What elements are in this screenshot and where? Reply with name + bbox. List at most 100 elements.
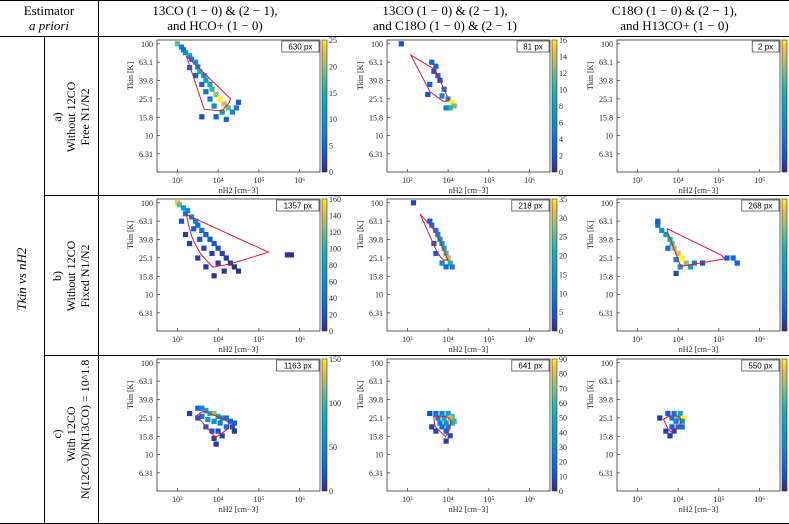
- x-tick-label: 10⁵: [483, 495, 494, 504]
- heatmap-cell: [203, 408, 209, 414]
- colorbar-tick-label: 60: [559, 399, 567, 408]
- colorbar-tick-label: 10: [559, 86, 567, 95]
- y-tick-label: 15.8: [369, 113, 383, 122]
- heatmap-cell: [221, 101, 227, 107]
- heatmap-cell: [223, 415, 229, 421]
- heatmap-cell: [180, 205, 187, 211]
- x-axis-label: nH2 [cm−3]: [679, 186, 719, 195]
- pixel-count-label: 2 px: [758, 43, 773, 52]
- heatmap-cell: [235, 268, 242, 274]
- heatmap-cell: [398, 41, 404, 47]
- x-tick-label: 10⁵: [253, 176, 264, 185]
- heatmap-cell: [201, 245, 207, 251]
- heatmap-cell: [443, 250, 449, 257]
- heatmap-cell: [229, 109, 235, 115]
- heatmap-cell: [199, 81, 205, 88]
- pixel-count-box: [511, 359, 550, 372]
- colorbar: [321, 358, 328, 492]
- y-tick-label: 63.1: [369, 377, 383, 386]
- heatmap-cell: [182, 211, 189, 217]
- x-tick-label: 10³: [402, 176, 413, 185]
- y-tick-label: 15.8: [139, 272, 153, 281]
- row-label-b: b) Without 12CO Fixed N1/N2: [50, 221, 92, 331]
- confidence-contour: [185, 55, 232, 112]
- heatmap-panel-a2: 100 63.1 39.8 25.1 15.8 10 6.31 10³ 10⁴ 10⁵ 10⁶ nH2…: [330, 36, 567, 195]
- colorbar-tick-label: 70: [559, 384, 567, 393]
- y-tick-label: 39.8: [369, 76, 383, 85]
- heatmap-cell: [215, 428, 221, 434]
- heatmap-cell: [683, 260, 689, 266]
- heatmap-cell: [449, 420, 455, 426]
- column-3-line2: and H13CO+ (1 − 0): [620, 18, 729, 33]
- y-tick-label: 39.8: [599, 395, 613, 404]
- heatmap-panel-c1: 100 63.1 39.8 25.1 15.8 10 6.31 10³ 10⁴ 10⁵ 10⁶ nH2…: [100, 355, 341, 514]
- heatmap-cell: [233, 105, 240, 111]
- heatmap-cell: [219, 250, 225, 257]
- plot-frame: [386, 39, 551, 173]
- heatmap-cell: [410, 200, 417, 206]
- heatmap-cell: [215, 245, 221, 251]
- heatmap-cell: [439, 240, 445, 247]
- heatmap-cell: [207, 81, 213, 88]
- heatmap-cell: [174, 41, 180, 47]
- plot-frame: [386, 358, 551, 492]
- row-b-letter: b): [50, 271, 64, 281]
- heatmap-cell: [193, 59, 199, 65]
- x-tick-label: 10⁶: [524, 495, 535, 504]
- y-axis-label: Tkin [K]: [586, 221, 595, 250]
- heatmap-cell: [431, 68, 437, 74]
- heatmap-cell: [665, 245, 671, 251]
- column-1-line1: 13CO (1 − 0) & (2 − 1),: [152, 3, 278, 18]
- colorbar: [551, 358, 558, 492]
- colorbar-tick-label: 150: [329, 355, 341, 364]
- y-axis-label: Tkin [K]: [586, 381, 595, 410]
- colorbar-tick-label: 0: [559, 168, 563, 177]
- y-tick-label: 10: [145, 451, 153, 460]
- heatmap-cell: [673, 270, 679, 276]
- y-tick-label: 100: [141, 359, 153, 368]
- heatmap-panel-a1: 100 63.1 39.8 25.1 15.8 10 6.31 10³ 10⁴ 10⁵ 10⁶ nH2…: [100, 36, 337, 195]
- heatmap-cell: [193, 73, 199, 79]
- x-tick-label: 10³: [632, 176, 643, 185]
- x-axis-label: nH2 [cm−3]: [219, 345, 259, 354]
- heatmap-cell: [231, 428, 237, 434]
- heatmap-cell: [439, 424, 445, 430]
- heatmap-cell: [180, 47, 187, 53]
- y-tick-label: 63.1: [369, 217, 383, 226]
- y-tick-label: 25.1: [139, 254, 153, 263]
- colorbar-tick-label: 50: [559, 414, 567, 423]
- heatmap-cell: [655, 222, 661, 228]
- row-b-line1: Without 12CO: [64, 240, 78, 312]
- x-tick-label: 10⁵: [713, 495, 724, 504]
- column-header-1: 13CO (1 − 0) & (2 − 1), and HCO+ (1 − 0): [100, 3, 330, 33]
- heatmap-cell: [659, 227, 665, 233]
- heatmap-cell: [437, 236, 443, 242]
- heatmap-cell: [211, 240, 217, 247]
- x-tick-label: 10⁵: [483, 335, 494, 344]
- x-tick-label: 10⁶: [754, 495, 765, 504]
- column-1-line2: and HCO+ (1 − 0): [167, 18, 263, 33]
- heatmap-cell: [288, 252, 295, 258]
- y-tick-label: 10: [375, 451, 383, 460]
- pixel-count-label: 1357 px: [284, 202, 312, 211]
- heatmap-cell: [195, 255, 201, 261]
- heatmap-cell: [229, 424, 235, 430]
- heatmap-cell: [443, 264, 449, 270]
- y-tick-label: 10: [605, 291, 613, 300]
- x-tick-label: 10⁵: [713, 335, 724, 344]
- confidence-contour: [666, 227, 726, 267]
- heatmap-cell: [205, 417, 211, 423]
- heatmap-cell: [284, 252, 290, 258]
- plot-frame: [156, 358, 321, 492]
- heatmap-cell: [211, 418, 217, 424]
- colorbar-tick-label: 100: [329, 399, 341, 408]
- y-tick-label: 15.8: [599, 113, 613, 122]
- pixel-count-label: 81 px: [523, 43, 543, 52]
- y-axis-label: Tkin [K]: [356, 381, 365, 410]
- heatmap-panel-c3: 100 63.1 39.8 25.1 15.8 10 6.31 10³ 10⁴ 10⁵ 10⁶ nH2…: [560, 357, 788, 514]
